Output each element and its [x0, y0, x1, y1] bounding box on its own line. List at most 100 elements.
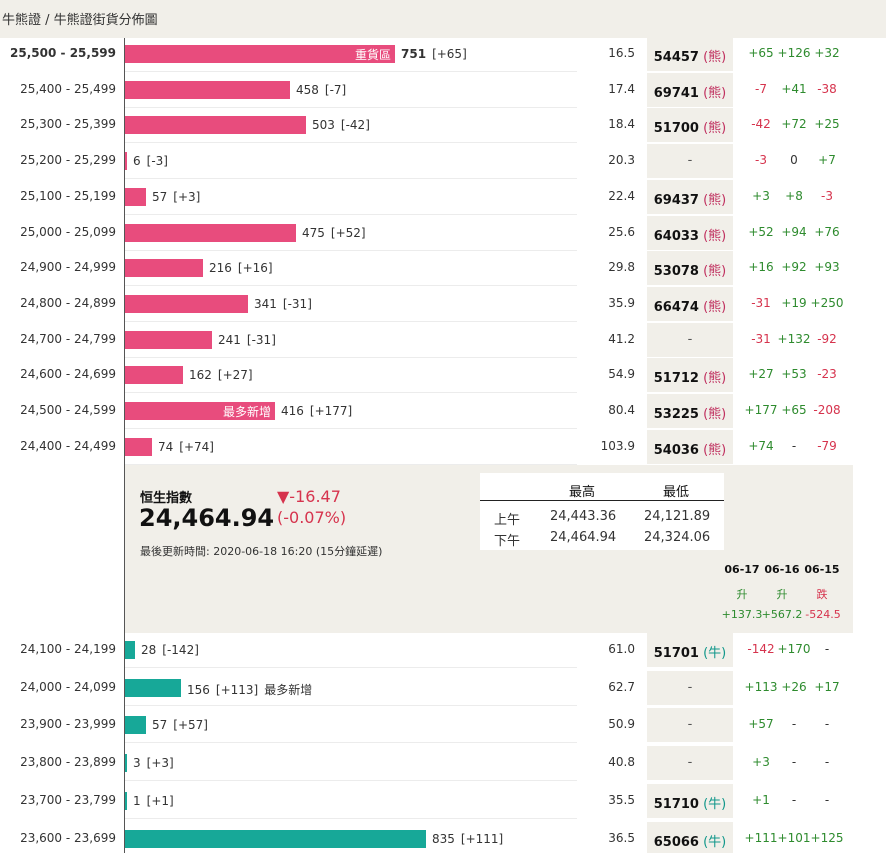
index-change-pct: (-0.07%): [277, 508, 347, 527]
warrant-code-link[interactable]: 66474: [653, 299, 699, 315]
strike-range: 24,600 - 24,699: [20, 367, 116, 382]
row-divider: [125, 356, 577, 358]
change-3: +76: [814, 224, 840, 239]
warrant-code-link[interactable]: 51701: [653, 646, 699, 661]
change-1: +57: [748, 717, 774, 732]
ratio: 50.9: [608, 717, 635, 732]
change-1: +16: [748, 260, 774, 275]
strike-range: 24,400 - 24,499: [20, 438, 116, 453]
bar-label: 28 [-142]: [141, 643, 199, 657]
row-divider: [125, 178, 577, 180]
change-3: -: [824, 755, 830, 770]
row-divider: [125, 817, 577, 819]
pm-label: 下午: [494, 534, 521, 549]
warrant-code-link[interactable]: 54036: [653, 442, 699, 458]
code-empty: -: [687, 755, 693, 771]
change-1: +3: [752, 755, 770, 770]
warrant-code-link[interactable]: 53225: [653, 407, 699, 422]
volume-bar[interactable]: [125, 791, 127, 810]
bar-change: [+113]: [215, 682, 259, 697]
row-divider: [125, 106, 577, 108]
bar-value: 74: [158, 439, 174, 454]
change-1: +74: [748, 438, 774, 453]
change-2: -: [791, 792, 797, 807]
bar-change: [+3]: [173, 189, 201, 204]
bar-change: [+74]: [179, 439, 214, 454]
strike-range: 25,200 - 25,299: [20, 153, 116, 168]
code-cell: -: [647, 746, 733, 782]
volume-bar[interactable]: 重貨區: [125, 45, 395, 63]
ratio: 40.8: [608, 755, 635, 770]
volume-bar[interactable]: [125, 366, 183, 385]
strike-range: 24,700 - 24,799: [20, 331, 116, 346]
volume-bar[interactable]: [125, 80, 290, 99]
breadcrumb[interactable]: 牛熊證 / 牛熊證街貨分佈圖: [0, 0, 886, 38]
volume-bar[interactable]: [125, 116, 306, 135]
volume-bar[interactable]: [125, 437, 152, 456]
change-3: +125: [810, 830, 844, 845]
volume-bar[interactable]: [125, 330, 212, 349]
row-divider: [125, 71, 577, 72]
am-label: 上午: [494, 513, 521, 528]
change-1: -3: [755, 153, 767, 168]
warrant-code-link[interactable]: 69741: [653, 85, 699, 101]
bar-label: 156 [+113] 最多新增: [187, 681, 312, 698]
warrant-type: (熊): [703, 442, 727, 458]
code-cell: 69741 (熊): [647, 72, 733, 108]
table-row: 25,200 - 25,299 6 [-3] 20.3 - -3 0 +7: [0, 144, 886, 180]
last-updated: 最後更新時間: 2020-06-18 16:20 (15分鐘延遲): [140, 545, 383, 558]
volume-bar[interactable]: [125, 187, 146, 206]
table-row: 25,400 - 25,499 458 [-7] 17.4 69741 (熊) -7 +41…: [0, 72, 886, 108]
code-cell: 54036 (熊): [647, 429, 733, 465]
bar-label: 57 [+3]: [152, 190, 200, 204]
volume-bar[interactable]: [125, 716, 146, 735]
change-2: +92: [781, 260, 807, 275]
change-3: +93: [814, 260, 840, 275]
strike-range: 24,800 - 24,899: [20, 295, 116, 310]
change-3: +250: [810, 295, 844, 310]
table-row: 25,100 - 25,199 57 [+3] 22.4 69437 (熊) +3 +8 -3: [0, 179, 886, 215]
bar-change: [+111]: [460, 831, 504, 846]
volume-bar[interactable]: [125, 152, 127, 171]
volume-bar[interactable]: [125, 641, 135, 659]
bar-value: 57: [152, 189, 168, 204]
volume-bar[interactable]: [125, 754, 127, 773]
volume-bar[interactable]: [125, 678, 181, 697]
ratio: 62.7: [608, 679, 635, 694]
warrant-code-link[interactable]: 65066: [653, 834, 699, 850]
warrant-code-link[interactable]: 69437: [653, 192, 699, 208]
row-divider: [125, 780, 577, 782]
code-cell: -: [647, 670, 733, 706]
table-row: 23,700 - 23,799 1 [+1] 35.5 51710 (牛) +1 - -: [0, 783, 886, 819]
row-divider: [125, 142, 577, 144]
warrant-code-link[interactable]: 54457: [653, 50, 699, 65]
table-row: 24,900 - 24,999 216 [+16] 29.8 53078 (熊) +16 +…: [0, 251, 886, 287]
warrant-code-link[interactable]: 51710: [653, 796, 699, 812]
change-3: +17: [814, 679, 840, 694]
ratio: 17.4: [608, 81, 635, 96]
warrant-code-link[interactable]: 51700: [653, 121, 699, 137]
volume-bar[interactable]: [125, 829, 426, 848]
bar-value: 3: [133, 756, 141, 771]
bar-label: 1 [+1]: [133, 794, 174, 808]
volume-bar[interactable]: 最多新增: [125, 402, 275, 420]
volume-bar[interactable]: [125, 259, 203, 278]
volume-bar[interactable]: [125, 294, 248, 313]
row-divider: [125, 704, 577, 706]
code-cell: 51712 (熊): [647, 358, 733, 394]
warrant-code-link[interactable]: 53078: [653, 264, 699, 280]
volume-bar[interactable]: [125, 223, 296, 242]
warrant-code-link[interactable]: 64033: [653, 228, 699, 244]
dir-3: 跌: [816, 588, 828, 601]
bar-label: 458 [-7]: [296, 83, 346, 97]
change-3: +32: [814, 46, 840, 60]
code-empty: -: [687, 679, 693, 695]
row-divider: [125, 392, 577, 394]
warrant-code-link[interactable]: 51712: [653, 371, 699, 387]
bar-label: 57 [+57]: [152, 718, 208, 732]
table-row: 25,300 - 25,399 503 [-42] 18.4 51700 (熊) -42 +…: [0, 108, 886, 144]
index-value: 24,464.94: [139, 504, 275, 532]
bar-change: [+16]: [237, 261, 273, 276]
strike-range: 23,800 - 23,899: [20, 755, 116, 770]
bar-value: 28: [141, 643, 157, 657]
